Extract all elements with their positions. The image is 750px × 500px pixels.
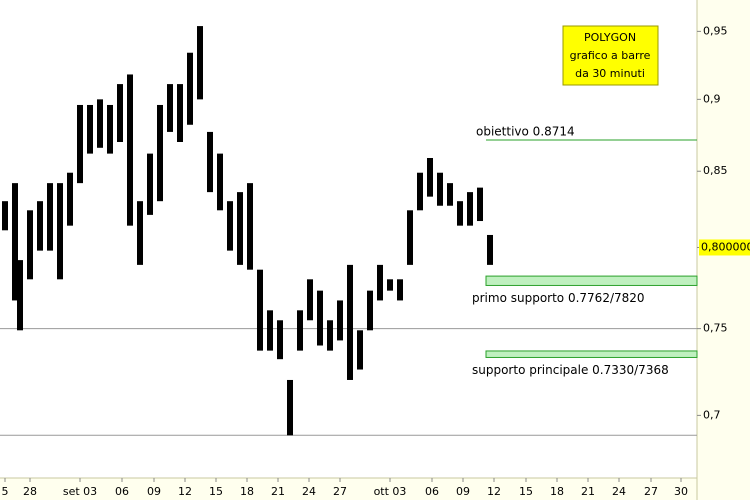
level-label: primo supporto 0.7762/7820 (472, 291, 645, 305)
price-bar (467, 192, 473, 226)
y-tick-label: 0,9 (703, 92, 721, 105)
y-tick-label: 0,7 (703, 408, 721, 421)
price-bar (137, 201, 143, 265)
title-line: da 30 minuti (575, 67, 645, 80)
price-bar (2, 201, 8, 231)
price-bar (347, 264, 353, 380)
x-tick-label: 09 (147, 485, 161, 498)
price-bar (407, 210, 413, 265)
x-tick-label: 27 (644, 485, 658, 498)
x-tick-label: 18 (240, 485, 254, 498)
x-tick-label: 09 (456, 485, 470, 498)
price-bar (107, 104, 113, 154)
price-bar (197, 26, 203, 100)
level-label: obiettivo 0.8714 (476, 124, 575, 138)
x-tick-label: 15 (519, 485, 533, 498)
x-tick-label: 15 (209, 485, 223, 498)
price-bar (247, 183, 253, 270)
price-bar (237, 192, 243, 265)
price-bar (287, 379, 293, 436)
price-bar (477, 187, 483, 222)
x-tick-label: 21 (581, 485, 595, 498)
price-bar (27, 210, 33, 280)
y-tick-label: 0,75 (703, 322, 728, 335)
x-tick-label: 06 (115, 485, 129, 498)
x-tick-label: 30 (674, 485, 688, 498)
x-tick-label: ott 03 (374, 485, 407, 498)
price-bar (47, 183, 53, 251)
y-tick-label: 0,85 (703, 164, 728, 177)
price-bar (217, 153, 223, 211)
price-bar (357, 330, 363, 370)
price-bar (337, 300, 343, 341)
x-tick-label: 24 (302, 485, 316, 498)
price-bar (367, 290, 373, 331)
x-tick-label: 12 (487, 485, 501, 498)
price-bar (327, 320, 333, 351)
price-bar (37, 201, 43, 251)
price-bar (437, 172, 443, 206)
level-label: supporto principale 0.7330/7368 (472, 363, 669, 377)
price-bar (307, 279, 313, 321)
support-band (485, 350, 698, 358)
price-bar (257, 269, 263, 351)
x-tick-label: 27 (333, 485, 347, 498)
title-line: grafico a barre (570, 49, 651, 62)
y-tick-label: 0,95 (703, 24, 728, 37)
price-bar (12, 183, 18, 301)
x-tick-label: 21 (271, 485, 285, 498)
price-bar (167, 84, 173, 132)
price-bar (387, 279, 393, 291)
x-tick-label: 28 (23, 485, 37, 498)
price-bar (427, 157, 433, 197)
price-bar (267, 310, 273, 351)
price-bar (187, 52, 193, 125)
price-bar (97, 99, 103, 148)
price-bar (17, 260, 23, 331)
price-bar (397, 279, 403, 301)
x-axis-panel (0, 478, 697, 500)
price-bar (457, 201, 463, 226)
price-bar (317, 290, 323, 346)
price-bar (227, 201, 233, 251)
price-bar (447, 183, 453, 206)
price-bar (57, 183, 63, 280)
price-bar (207, 131, 213, 193)
x-tick-label: 06 (425, 485, 439, 498)
x-tick-label: 12 (178, 485, 192, 498)
price-bar (417, 172, 423, 211)
price-bar (277, 320, 283, 360)
x-tick-label: 5 (2, 485, 9, 498)
price-bar (177, 84, 183, 142)
title-line: POLYGON (584, 31, 636, 44)
support-band (485, 275, 698, 286)
title-box (562, 25, 659, 86)
price-bar (67, 172, 73, 226)
last-price-box (699, 239, 750, 256)
price-bar (77, 104, 83, 184)
price-bar (487, 234, 493, 265)
price-bar (377, 264, 383, 301)
price-bar (147, 153, 153, 215)
price-bar (157, 104, 163, 202)
price-bar (87, 104, 93, 154)
x-tick-label: 18 (550, 485, 564, 498)
price-bar (127, 74, 133, 226)
price-bar (117, 84, 123, 142)
last-price-label: 0,800000 (701, 240, 750, 253)
price-bar (297, 310, 303, 351)
x-tick-label: set 03 (63, 485, 97, 498)
x-tick-label: 24 (612, 485, 626, 498)
